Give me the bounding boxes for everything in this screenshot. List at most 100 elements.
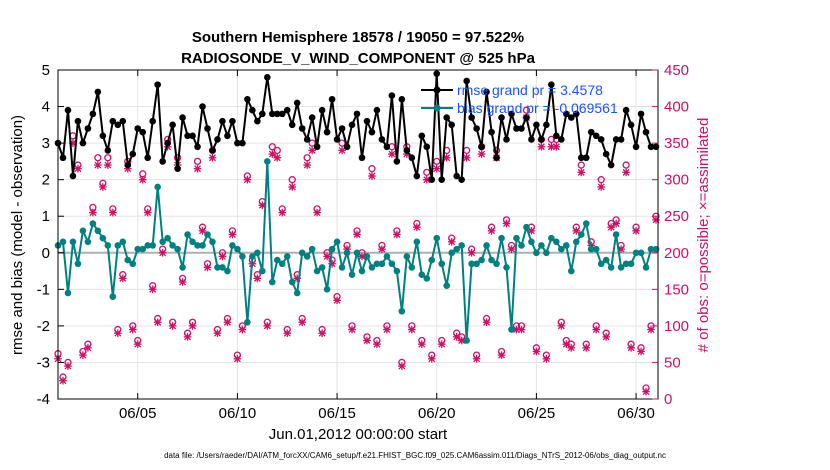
possible-obs-point (193, 157, 202, 166)
assimilated-obs-point (109, 208, 117, 217)
rmse-point (553, 132, 560, 140)
bias-point (89, 220, 97, 227)
assimilated-obs-point (228, 230, 237, 239)
y-axis-right-label: # of obs: o=possible; ×=assimilated (695, 118, 712, 353)
y-right-tick-label: 150 (664, 281, 689, 298)
x-tick-label: 06/10 (219, 405, 257, 422)
assimilated-obs-point (303, 161, 311, 169)
assimilated-obs-point (283, 329, 292, 337)
bias-point (278, 260, 286, 268)
rmse-point (473, 125, 480, 132)
bias-point (144, 242, 152, 249)
assimilated-obs-point (318, 329, 326, 337)
assimilated-obs-point (582, 344, 591, 352)
bias-point (538, 242, 545, 249)
bias-point (523, 223, 530, 231)
rmse-point (273, 110, 281, 118)
assimilated-obs-point (158, 248, 167, 257)
bias-point (114, 242, 122, 249)
chart-title: Southern Hemisphere 18578 / 19050 = 97.5… (192, 29, 524, 46)
assimilated-obs-point (363, 336, 371, 345)
bias-point (433, 234, 441, 242)
rmse-point (338, 125, 346, 132)
bias-point (617, 264, 625, 271)
bias-point (154, 183, 161, 191)
rmse-point (318, 106, 326, 114)
rmse-point (333, 136, 341, 143)
rmse-point (288, 121, 296, 129)
rmse-point (298, 125, 306, 132)
y-left-tick-label: -4 (37, 391, 50, 408)
assimilated-obs-point (84, 344, 92, 352)
y-axis-left-label: rmse and bias (model - observation) (9, 115, 26, 355)
assimilated-obs-point (383, 325, 391, 334)
possible-obs-point (622, 161, 630, 169)
rmse-point (463, 77, 470, 85)
rmse-point (602, 150, 610, 158)
assimilated-obs-point (183, 333, 192, 341)
assimilated-obs-point (393, 230, 401, 239)
assimilated-obs-point (153, 318, 162, 327)
rmse-point (393, 158, 401, 165)
assimilated-obs-point (517, 325, 526, 334)
rmse-point (254, 117, 261, 125)
rmse-point (488, 128, 495, 136)
possible-obs-point (273, 146, 281, 155)
bias-point (164, 234, 171, 242)
bias-point (109, 293, 117, 300)
rmse-point (398, 95, 406, 103)
bias-point (572, 238, 580, 246)
rmse-series (54, 70, 660, 183)
bias-point (129, 260, 137, 268)
rmse-point (169, 121, 176, 129)
assimilated-obs-point (542, 354, 551, 363)
bias-point (353, 249, 361, 257)
rmse-point (453, 172, 460, 180)
rmse-point (154, 81, 161, 88)
assimilated-obs-point (557, 322, 566, 330)
assimilated-obs-point (532, 347, 541, 356)
bias-point (273, 256, 281, 264)
possible-obs-point (433, 157, 441, 166)
rmse-point (368, 128, 376, 136)
bias-point (388, 260, 396, 268)
assimilated-obs-point (547, 142, 556, 151)
bias-point (558, 245, 565, 253)
rmse-point (204, 125, 211, 132)
rmse-point (458, 176, 465, 183)
possible-obs-point (288, 176, 296, 184)
assimilated-obs-point (572, 227, 581, 235)
assimilated-obs-point (313, 208, 321, 217)
assimilated-obs-point (552, 142, 561, 151)
bias-point (473, 260, 480, 268)
assimilated-obs-point (627, 344, 635, 352)
bias-point (463, 337, 470, 344)
bias-point (413, 238, 421, 246)
bias-point (607, 264, 615, 271)
bias-point (553, 238, 560, 246)
rmse-point (592, 132, 600, 140)
rmse-point (144, 154, 152, 162)
rmse-point (348, 121, 356, 129)
assimilated-obs-point (128, 325, 137, 334)
rmse-point (518, 125, 525, 132)
assimilated-obs-point (138, 175, 147, 184)
y-left-tick-label: 3 (42, 135, 50, 152)
assimilated-obs-point (94, 161, 102, 169)
assimilated-obs-point (203, 263, 212, 272)
assimilated-obs-point (104, 161, 112, 169)
bias-point (194, 242, 201, 249)
y-axis-left-ticks: -4 -3 -2 -1 0 1 2 3 4 5 (37, 62, 64, 408)
possible-obs-point (547, 135, 556, 144)
bias-point (368, 264, 376, 271)
y-left-tick-label: -3 (37, 354, 50, 371)
assimilated-obs-point (218, 252, 227, 261)
y-right-tick-label: 250 (664, 208, 689, 225)
bias-point (543, 249, 550, 257)
rmse-point (114, 121, 122, 129)
assimilated-obs-point (118, 274, 127, 283)
bias-point (592, 245, 600, 253)
bias-point (104, 242, 112, 249)
assimilated-obs-point (168, 322, 177, 330)
rmse-point (229, 117, 236, 125)
